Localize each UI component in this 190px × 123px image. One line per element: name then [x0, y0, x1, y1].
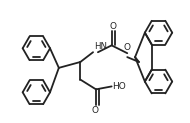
- Text: O: O: [109, 22, 116, 31]
- Text: O: O: [92, 106, 98, 115]
- Text: HO: HO: [113, 82, 126, 91]
- Text: HN: HN: [94, 42, 107, 51]
- Text: O: O: [124, 43, 131, 52]
